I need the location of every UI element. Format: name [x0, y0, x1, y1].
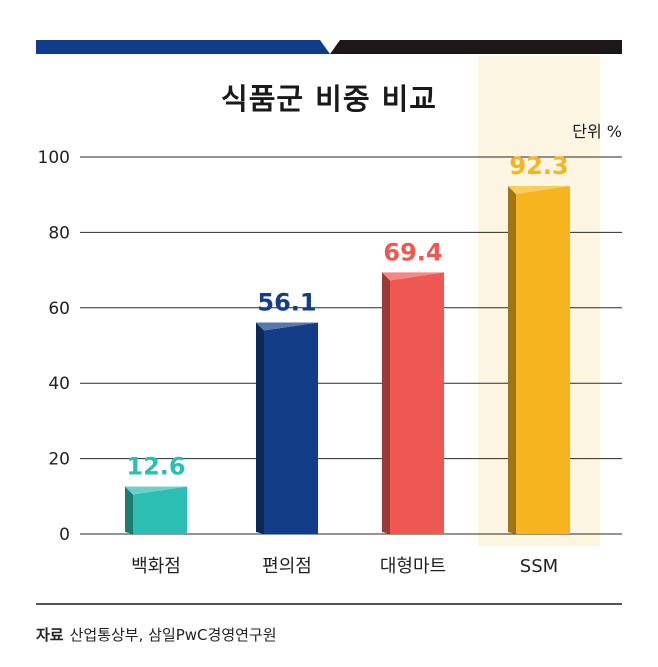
bar: 69.4: [382, 238, 444, 534]
bar-value-label: 92.3: [509, 152, 568, 180]
bar-top-face: [382, 272, 444, 281]
bar-top-face: [256, 322, 318, 331]
bar-side-face: [382, 272, 390, 534]
x-category-label: SSM: [520, 556, 558, 577]
bar-value-label: 69.4: [383, 238, 442, 266]
header-bar-dark: [330, 40, 622, 54]
bar-side-face: [125, 486, 133, 534]
x-category-label: 편의점: [262, 556, 312, 577]
x-axis-labels: 백화점 편의점 대형마트 SSM: [131, 556, 558, 577]
bar-front-face: [133, 486, 187, 534]
source-text: 산업통상부, 삼일PwC경영연구원: [69, 626, 277, 644]
bar-front-face: [516, 186, 570, 535]
source-note: 자료 산업통상부, 삼일PwC경영연구원: [36, 624, 277, 645]
y-tick-label: 100: [38, 148, 70, 168]
source-label: 자료: [36, 626, 64, 644]
bar: 56.1: [256, 289, 318, 534]
bar-value-label: 56.1: [257, 289, 316, 317]
y-tick-label: 60: [48, 299, 70, 319]
x-category-label: 대형마트: [380, 556, 446, 577]
bar-front-face: [390, 272, 444, 534]
bar-side-face: [508, 186, 516, 535]
chart-title: 식품군 비중 비교: [221, 82, 437, 116]
y-axis-ticks: 0 20 40 60 80 100: [38, 148, 70, 545]
bar: 12.6: [125, 452, 187, 534]
unit-label: 단위 %: [572, 122, 622, 141]
bars: 12.6 56.1 69.4 92.3: [125, 152, 570, 535]
bar-top-face: [125, 486, 187, 495]
x-category-label: 백화점: [131, 556, 181, 577]
y-tick-label: 40: [48, 374, 70, 394]
header-bar-blue: [36, 40, 330, 54]
bar-value-label: 12.6: [126, 452, 185, 480]
bar-side-face: [256, 322, 264, 534]
y-tick-label: 80: [48, 223, 70, 243]
y-tick-label: 0: [59, 525, 70, 545]
y-tick-label: 20: [48, 450, 70, 470]
bar-top-face: [508, 186, 570, 195]
bar: 92.3: [508, 152, 570, 535]
bar-front-face: [264, 322, 318, 534]
